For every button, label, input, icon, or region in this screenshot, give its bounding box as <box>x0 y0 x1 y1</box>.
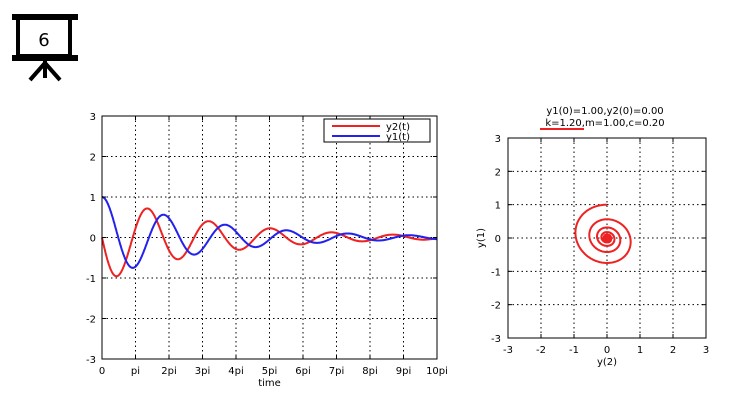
x-tick-label: 7pi <box>329 366 345 377</box>
chart-title: y1(0)=1.00,y2(0)=0.00 <box>546 106 663 117</box>
x-tick-label: 10pi <box>426 366 448 377</box>
x-axis-label: y(2) <box>597 357 617 368</box>
legend-box <box>323 118 431 143</box>
legend-label: y2(t) <box>386 122 410 133</box>
time-series-chart: 0 pi 2pi 3pi 4pi 5pi 6pi 7pi 8pi 9pi 10pi -3 -2 -1 0 1 2… <box>86 112 448 389</box>
x-tick-label: 3 <box>703 345 709 356</box>
phase-spiral-line <box>574 203 632 264</box>
y-tick-label: -3 <box>491 334 501 345</box>
y-tick-label: -1 <box>491 267 501 278</box>
board-leg-right <box>43 61 62 82</box>
chart-subtitle: k=1.20,m=1.00,c=0.20 <box>545 118 664 129</box>
x-tick-label: 2pi <box>161 366 177 377</box>
x-tick-label: 0 <box>99 366 105 377</box>
x-tick-label: 9pi <box>396 366 412 377</box>
slide-number: 6 <box>38 30 49 51</box>
y-tick-label: -2 <box>491 301 501 312</box>
x-tick-label: pi <box>131 366 140 377</box>
series-line-y1t <box>101 196 437 269</box>
x-tick-label: 4pi <box>228 366 244 377</box>
y-tick-label: -3 <box>86 355 96 366</box>
y-tick-label: 3 <box>90 112 96 123</box>
board-leg-left <box>28 61 47 82</box>
x-tick-label: 6pi <box>295 366 311 377</box>
phase-portrait-chart: -3 -2 -1 0 1 2 3 -3 -2 -1 0 1 2 3 y(2) y(1) y1(0)=1.00,y… <box>476 106 709 368</box>
legend-label: y1(t) <box>386 132 410 143</box>
presentation-board-icon: 6 <box>12 14 78 82</box>
series-line-y2t <box>101 207 438 278</box>
x-tick-label: -3 <box>503 345 513 356</box>
y-tick-label: -1 <box>86 274 96 285</box>
x-tick-label: 1 <box>637 345 643 356</box>
y-tick-label: 2 <box>90 153 96 164</box>
y-axis-label: y(1) <box>476 228 487 248</box>
y-tick-label: -2 <box>86 315 96 326</box>
board-bottom-bar <box>12 55 78 61</box>
x-tick-label: 0 <box>604 345 610 356</box>
x-axis-label: time <box>258 378 281 389</box>
x-tick-label: -2 <box>536 345 546 356</box>
x-tick-label: 8pi <box>362 366 378 377</box>
y-tick-label: 0 <box>90 234 96 245</box>
y-tick-label: 0 <box>495 234 501 245</box>
y-tick-label: 1 <box>495 201 501 212</box>
y-tick-label: 3 <box>495 134 501 145</box>
y-tick-label: 2 <box>495 167 501 178</box>
x-tick-label: -1 <box>569 345 579 356</box>
x-tick-label: 3pi <box>195 366 211 377</box>
x-tick-label: 2 <box>670 345 676 356</box>
y-tick-label: 1 <box>90 193 96 204</box>
x-tick-label: 5pi <box>262 366 278 377</box>
